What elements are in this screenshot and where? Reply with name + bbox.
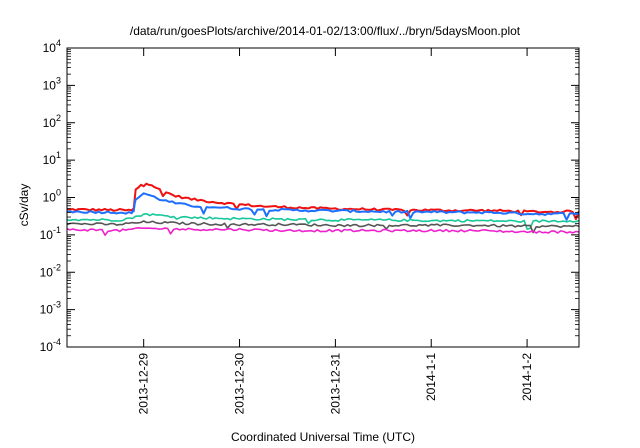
x-tick-label: 2013-12-29 [137, 353, 151, 415]
y-tick-label: 10-2 [40, 262, 61, 279]
y-tick-label: 102 [43, 113, 61, 130]
series-line-3 [67, 213, 579, 230]
y-axis-label: cSv/day [17, 184, 31, 227]
y-tick-label: 10-3 [40, 300, 61, 317]
series-line-4 [67, 220, 579, 234]
x-tick-label: 2013-12-30 [233, 353, 247, 415]
series-line-2 [67, 192, 579, 221]
x-tick-label: 2013-12-31 [328, 353, 342, 415]
chart-title: /data/run/goesPlots/archive/2014-01-02/1… [130, 24, 521, 38]
y-tick-label: 101 [43, 150, 61, 167]
y-tick-label: 104 [43, 38, 61, 55]
y-tick-label: 103 [43, 75, 61, 92]
series-line-5 [67, 227, 579, 236]
y-tick-label: 100 [43, 188, 61, 205]
plot-frame [66, 47, 580, 348]
x-tick-label: 2014-1-2 [520, 353, 534, 401]
y-axis: 10-4 10-3 10-2 10-1 100 101 102 103 104 [40, 38, 579, 354]
y-tick-label: 10-1 [40, 225, 61, 242]
x-axis-label: Coordinated Universal Time (UTC) [231, 430, 415, 444]
x-tick-label: 2014-1-1 [424, 353, 438, 401]
y-tick-label: 10-4 [40, 337, 61, 354]
x-axis: 2013-12-29 2013-12-30 2013-12-31 2014-1-1 20… [137, 48, 534, 414]
